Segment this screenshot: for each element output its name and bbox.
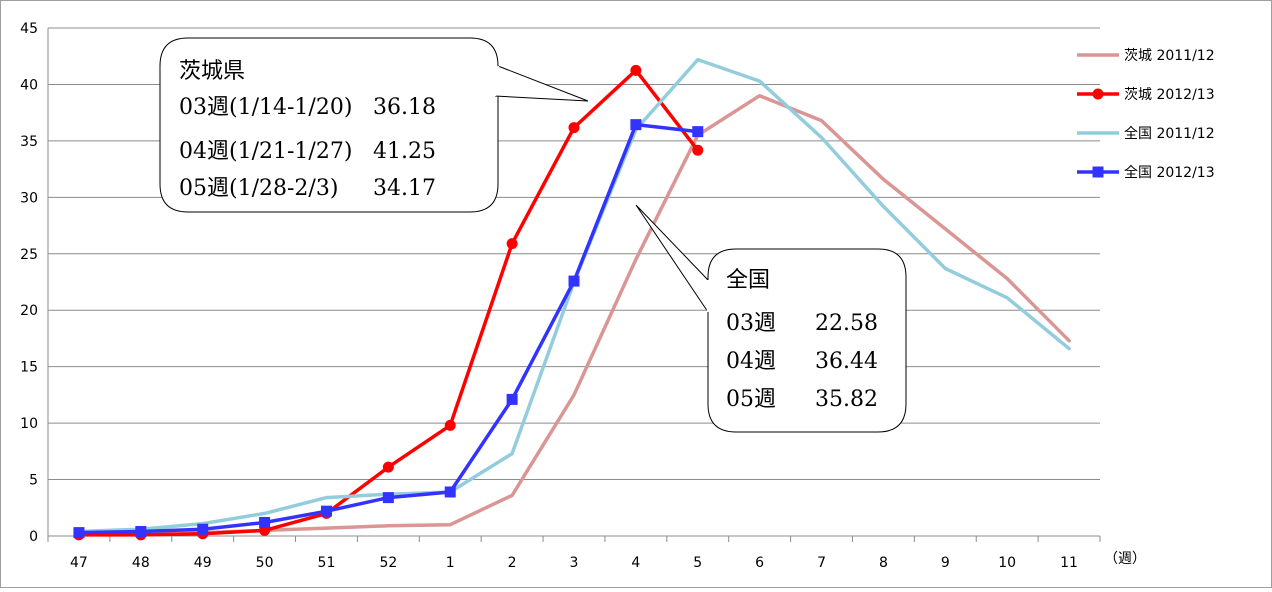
data-point xyxy=(630,119,642,131)
data-point xyxy=(630,64,642,76)
data-point xyxy=(506,393,518,405)
x-tick-label: 49 xyxy=(194,555,212,571)
legend-swatch-marker xyxy=(1092,166,1104,178)
x-tick-label: 2 xyxy=(508,555,517,571)
callout-box xyxy=(707,248,907,433)
data-point xyxy=(506,238,518,250)
callout-value: 41.25 xyxy=(373,139,436,164)
legend-label: 全国 2011/12 xyxy=(1124,125,1215,142)
legend-label: 全国 2012/13 xyxy=(1124,164,1215,181)
callout-label: 05週(1/28-2/3) xyxy=(179,176,338,201)
callout-box xyxy=(159,37,499,213)
y-tick-label: 10 xyxy=(20,416,38,432)
callout-label: 04週(1/21-1/27) xyxy=(179,139,352,164)
callout-label: 04週 xyxy=(726,349,776,374)
data-point xyxy=(320,505,332,517)
callout-national: 全国 03週 22.58 04週 36.44 05週 35.82 xyxy=(635,204,907,433)
callout-value: 34.17 xyxy=(373,176,436,201)
series-group xyxy=(73,57,1071,541)
x-tick-label: 52 xyxy=(379,555,397,571)
data-point xyxy=(568,122,580,134)
callout-value: 36.44 xyxy=(815,349,878,374)
legend-item-3: 全国 2011/12 xyxy=(1077,125,1215,142)
x-tick-label: 51 xyxy=(318,555,336,571)
x-tick-label: 11 xyxy=(1060,555,1078,571)
x-tick-label: 48 xyxy=(132,555,150,571)
callout-label: 05週 xyxy=(726,387,776,412)
x-tick-label: 10 xyxy=(998,555,1016,571)
data-point xyxy=(692,144,704,156)
data-point xyxy=(444,419,456,431)
x-tick-label: 4 xyxy=(631,555,640,571)
legend: 茨城 2011/12 茨城 2012/13 全国 2011/12 全国 2012/13 xyxy=(1077,48,1215,181)
callout-pointer xyxy=(635,204,709,313)
y-tick-label: 45 xyxy=(20,21,38,37)
x-tick-label: 6 xyxy=(755,555,764,571)
callout-label: 03週(1/14-1/20) xyxy=(179,95,352,120)
legend-item-4: 全国 2012/13 xyxy=(1077,164,1215,181)
callout-pointer-mask xyxy=(493,65,500,97)
x-tick-label: 47 xyxy=(70,555,88,571)
y-tick-label: 0 xyxy=(29,529,38,545)
callout-label: 03週 xyxy=(726,311,776,336)
data-point xyxy=(382,461,394,473)
x-tick-label: 3 xyxy=(570,555,579,571)
x-tick-label: 7 xyxy=(817,555,826,571)
y-tick-label: 5 xyxy=(29,473,38,489)
callout-title: 全国 xyxy=(726,268,770,293)
legend-label: 茨城 2012/13 xyxy=(1124,87,1215,103)
data-point xyxy=(135,525,147,537)
data-point xyxy=(197,523,209,535)
y-tick-label: 35 xyxy=(20,134,38,150)
x-tick-label: 5 xyxy=(693,555,702,571)
y-tick-label: 40 xyxy=(20,77,38,93)
legend-swatch-marker xyxy=(1092,88,1104,100)
data-point xyxy=(444,486,456,498)
data-point xyxy=(73,527,85,539)
callout-title: 茨城県 xyxy=(179,59,245,84)
callout-ibaraki: 茨城県 03週(1/14-1/20) 36.18 04週(1/21-1/27) 41.2… xyxy=(159,37,589,213)
y-tick-label: 20 xyxy=(20,303,38,319)
x-tick-label: 8 xyxy=(879,555,888,571)
legend-item-1: 茨城 2011/12 xyxy=(1077,48,1215,64)
data-point xyxy=(692,126,704,138)
y-tick-label: 30 xyxy=(20,190,38,206)
legend-label: 茨城 2011/12 xyxy=(1124,48,1215,64)
legend-item-2: 茨城 2012/13 xyxy=(1077,87,1215,103)
y-tick-label: 15 xyxy=(20,360,38,376)
x-tick-label: 50 xyxy=(256,555,274,571)
callout-value: 36.18 xyxy=(373,95,436,120)
gridlines xyxy=(48,27,1100,481)
x-tick-label: 9 xyxy=(941,555,950,571)
x-axis-label: （週） xyxy=(1104,551,1146,567)
y-tick-label: 25 xyxy=(20,247,38,263)
data-point xyxy=(568,275,580,287)
series-4 xyxy=(73,119,704,539)
data-point xyxy=(382,492,394,504)
callout-value: 22.58 xyxy=(815,311,878,336)
callout-value: 35.82 xyxy=(815,387,878,412)
x-tick-label: 1 xyxy=(446,555,455,571)
callouts: 茨城県 03週(1/14-1/20) 36.18 04週(1/21-1/27) 41.2… xyxy=(159,37,907,433)
callout-pointer xyxy=(494,65,589,102)
data-point xyxy=(259,516,271,528)
